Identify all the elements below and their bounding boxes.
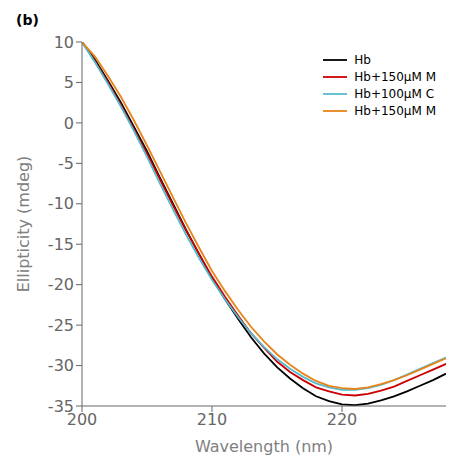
- svg-text:200: 200: [66, 410, 98, 430]
- html-text:Hb+150μM M: Hb+150μM M: [354, 70, 436, 84]
- svg-text:-20: -20: [48, 275, 74, 294]
- svg-text:-35: -35: [48, 397, 74, 416]
- html-text:Hb+100μM C: Hb+100μM C: [354, 87, 434, 101]
- svg-text:-25: -25: [48, 316, 74, 335]
- svg-text:210: 210: [197, 410, 228, 429]
- svg-text:10: 10: [54, 33, 74, 52]
- svg-text:Wavelength (nm): Wavelength (nm): [195, 437, 333, 456]
- svg-text:Ellipticity (mdeg): Ellipticity (mdeg): [14, 156, 33, 293]
- html-text:(b): (b): [16, 12, 39, 28]
- svg-text:-15: -15: [48, 235, 74, 254]
- svg-text:-5: -5: [58, 154, 74, 173]
- svg-text:0: 0: [64, 114, 74, 133]
- html-text:Hb: Hb: [354, 53, 371, 67]
- svg-text:-10: -10: [48, 194, 74, 213]
- html-text:Hb+150μM M: Hb+150μM M: [354, 104, 436, 118]
- svg-text:220: 220: [327, 410, 358, 429]
- svg-text:-30: -30: [48, 356, 74, 375]
- svg-text:5: 5: [64, 73, 74, 92]
